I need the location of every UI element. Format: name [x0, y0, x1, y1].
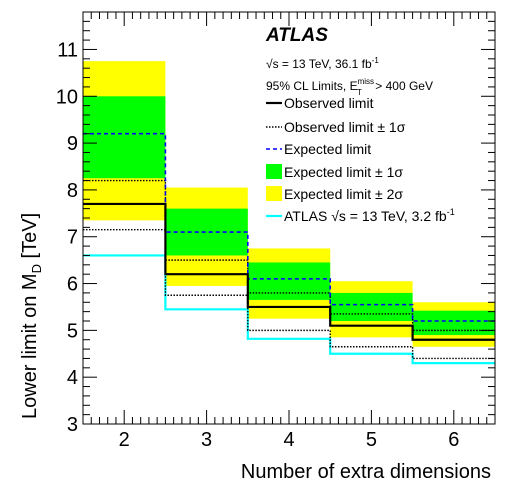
tick-labels: 3 4 5 6 7 8 9 10 11 2 3 4 5 6 — [56, 39, 460, 451]
y-tick-label: 9 — [67, 133, 78, 155]
x-tick-label: 5 — [366, 429, 377, 451]
x-tick-label: 2 — [119, 429, 130, 451]
energy-lumi-label: √s = 13 TeV, 36.1 fb-1 — [266, 56, 379, 71]
y-tick-label: 8 — [67, 180, 78, 202]
band-1sigma-x3 — [165, 208, 248, 256]
y-tick-label: 6 — [67, 274, 78, 296]
observed-plus-1s-line — [83, 179, 495, 332]
legend-expected-1s-swatch — [266, 164, 282, 179]
band-1sigma-x4 — [247, 262, 331, 300]
legend: Observed limit Observed limit ± 1σ Expec… — [266, 95, 455, 224]
band-1sigma-x6 — [412, 310, 495, 336]
observed-line — [83, 202, 495, 341]
band-1sigma-x2 — [83, 96, 166, 179]
legend-expected-1s-label: Expected limit ± 1σ — [284, 164, 403, 180]
legend-expected-label: Expected limit — [284, 141, 371, 157]
lines-layer — [83, 132, 495, 365]
y-tick-label: 11 — [57, 39, 78, 61]
expected-line — [83, 132, 495, 322]
legend-observed-1s-label: Observed limit ± 1σ — [284, 119, 406, 135]
experiment-label: ATLAS — [265, 25, 328, 46]
x-tick-label: 6 — [448, 429, 459, 451]
legend-observed-label: Observed limit — [284, 95, 374, 111]
legend-expected-2s-swatch — [266, 186, 282, 201]
y-tick-label: 4 — [67, 367, 78, 389]
x-axis-title: Number of extra dimensions — [241, 461, 491, 483]
legend-prev-label: ATLAS √s = 13 TeV, 3.2 fb-1 — [284, 207, 455, 224]
x-tick-label: 3 — [201, 429, 212, 451]
band-1sigma-x5 — [330, 292, 413, 321]
y-tick-label: 3 — [67, 414, 78, 436]
y-tick-label: 10 — [56, 86, 78, 108]
y-axis-title: Lower limit on MD [TeV] — [19, 213, 44, 419]
cl-label: 95% CL Limits, Emiss T > 400 GeV — [266, 77, 433, 97]
legend-expected-2s-label: Expected limit ± 2σ — [284, 186, 403, 202]
x-tick-label: 4 — [283, 429, 294, 451]
axis-ticks — [83, 11, 495, 425]
y-tick-label: 7 — [67, 227, 78, 249]
y-tick-label: 5 — [67, 320, 78, 342]
